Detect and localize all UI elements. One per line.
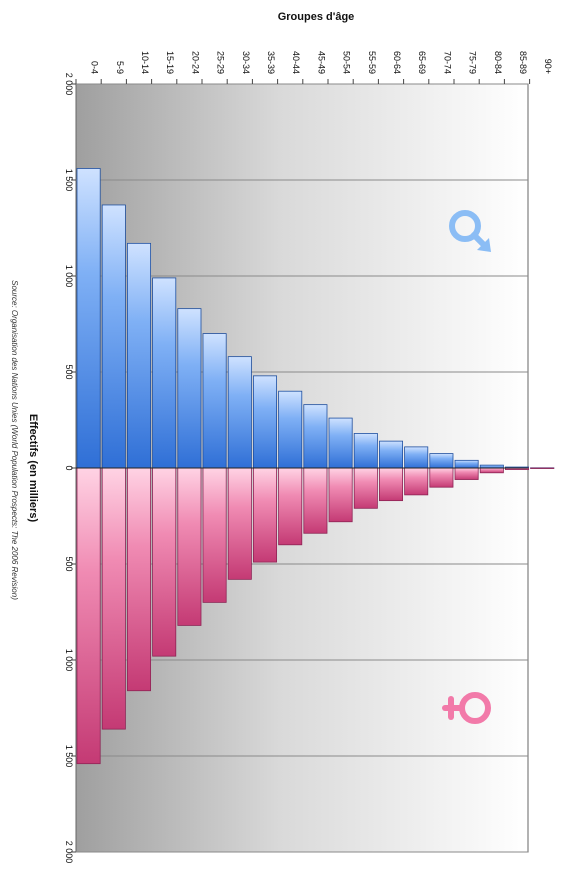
male-bar bbox=[177, 308, 202, 469]
male-bar bbox=[76, 168, 101, 469]
male-bar bbox=[278, 390, 303, 469]
female-bar bbox=[378, 467, 403, 502]
x-axis-title: Groupes d'âge bbox=[278, 11, 355, 23]
female-bar bbox=[429, 467, 454, 488]
y-axis-title: Effectifs (en milliers) bbox=[27, 414, 39, 523]
category-ticks: 0-4 5-9 10-14 15-19 20-24 25-29 30-34 35-39 40-4… bbox=[75, 51, 553, 84]
category-tick-label: 40-44 bbox=[291, 51, 301, 74]
value-tick-label: 1 000 bbox=[64, 649, 74, 672]
category-tick-label: 25-29 bbox=[216, 51, 226, 74]
category-tick-label: 90+ bbox=[543, 59, 553, 74]
male-bar bbox=[404, 446, 429, 469]
category-tick-label: 75-79 bbox=[468, 51, 478, 74]
value-tick-label: 0 bbox=[64, 465, 74, 470]
female-bar bbox=[479, 467, 504, 474]
category-tick-label: 55-59 bbox=[367, 51, 377, 74]
male-bar bbox=[252, 375, 277, 469]
female-bar bbox=[404, 467, 429, 496]
category-tick-label: 10-14 bbox=[140, 51, 150, 74]
category-tick-label: 0-4 bbox=[90, 61, 100, 74]
female-bar bbox=[76, 467, 101, 765]
female-bar bbox=[177, 467, 202, 626]
female-bar bbox=[202, 467, 227, 603]
category-tick-label: 85-89 bbox=[518, 51, 528, 74]
male-bar bbox=[303, 404, 328, 469]
category-tick-label: 60-64 bbox=[392, 51, 402, 74]
value-tick-label: 2 000 bbox=[64, 841, 74, 864]
category-tick-label: 5-9 bbox=[115, 61, 125, 74]
value-ticks: 2 000 1 500 1 000 500 0 500 1 000 1 500 2 000 bbox=[64, 73, 76, 864]
female-bar bbox=[303, 467, 328, 534]
female-bar bbox=[101, 467, 126, 730]
category-tick-label: 65-69 bbox=[417, 51, 427, 74]
category-tick-label: 70-74 bbox=[442, 51, 452, 74]
category-tick-label: 50-54 bbox=[342, 51, 352, 74]
male-bar bbox=[378, 440, 403, 469]
female-bar bbox=[152, 467, 177, 657]
value-tick-label: 500 bbox=[64, 556, 74, 571]
value-tick-label: 500 bbox=[64, 364, 74, 379]
male-bar bbox=[429, 453, 454, 469]
female-bar bbox=[530, 467, 555, 469]
female-bar bbox=[127, 467, 152, 692]
male-bar bbox=[101, 204, 126, 469]
bars-group bbox=[76, 168, 555, 765]
male-symbol-icon bbox=[449, 210, 491, 252]
male-bar bbox=[202, 333, 227, 469]
male-bar bbox=[227, 356, 252, 469]
category-tick-label: 30-34 bbox=[241, 51, 251, 74]
female-bar bbox=[328, 467, 353, 523]
female-bar bbox=[353, 467, 378, 509]
female-bar bbox=[278, 467, 303, 546]
category-tick-label: 80-84 bbox=[493, 51, 503, 74]
value-tick-label: 2 000 bbox=[64, 73, 74, 96]
male-bar bbox=[152, 277, 177, 469]
female-bar bbox=[252, 467, 277, 563]
category-tick-label: 15-19 bbox=[165, 51, 175, 74]
female-bar bbox=[227, 467, 252, 580]
category-tick-label: 35-39 bbox=[266, 51, 276, 74]
value-tick-label: 1 000 bbox=[64, 265, 74, 288]
male-bar bbox=[454, 459, 479, 469]
value-tick-label: 1 500 bbox=[64, 169, 74, 192]
value-tick-label: 1 500 bbox=[64, 745, 74, 768]
male-bar bbox=[353, 433, 378, 469]
female-symbol-icon bbox=[442, 692, 491, 724]
male-bar bbox=[328, 417, 353, 469]
female-bar bbox=[454, 467, 479, 480]
category-tick-label: 20-24 bbox=[190, 51, 200, 74]
male-bar bbox=[127, 242, 152, 469]
source-note: Source: Organisation des Nations Unies (… bbox=[10, 280, 19, 600]
category-tick-label: 45-49 bbox=[316, 51, 326, 74]
